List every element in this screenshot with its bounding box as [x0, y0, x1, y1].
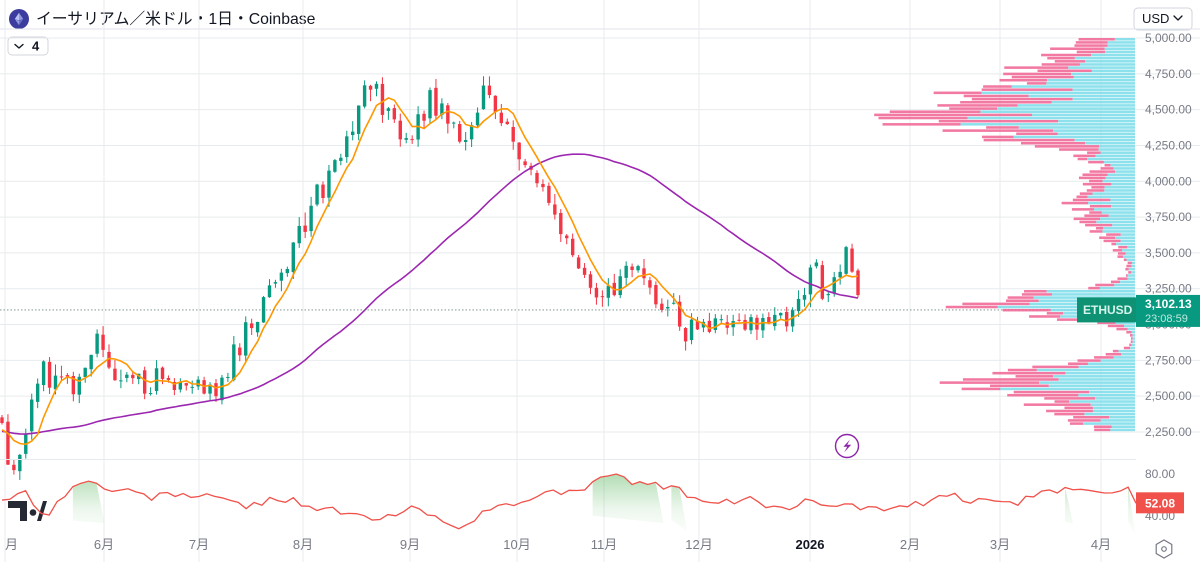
- svg-text:6月: 6月: [94, 537, 114, 552]
- svg-text:5,000.00: 5,000.00: [1145, 31, 1192, 45]
- svg-text:12月: 12月: [685, 537, 712, 552]
- svg-text:4月: 4月: [1091, 537, 1111, 552]
- svg-text:3月: 3月: [990, 537, 1010, 552]
- svg-text:イーサリアム／米ドル・1日・Coinbase: イーサリアム／米ドル・1日・Coinbase: [36, 10, 316, 28]
- svg-text:23:08:59: 23:08:59: [1145, 313, 1188, 325]
- svg-text:ETHUSD: ETHUSD: [1083, 303, 1133, 317]
- svg-text:80.00: 80.00: [1145, 467, 1175, 481]
- svg-text:4,250.00: 4,250.00: [1145, 138, 1192, 152]
- svg-text:3,250.00: 3,250.00: [1145, 282, 1192, 296]
- svg-text:2,500.00: 2,500.00: [1145, 389, 1192, 403]
- svg-text:10月: 10月: [503, 537, 530, 552]
- svg-text:2026: 2026: [796, 537, 825, 552]
- svg-text:2,750.00: 2,750.00: [1145, 353, 1192, 367]
- svg-text:52.08: 52.08: [1145, 496, 1175, 510]
- svg-text:4,750.00: 4,750.00: [1145, 67, 1192, 81]
- svg-text:3,500.00: 3,500.00: [1145, 246, 1192, 260]
- svg-text:8月: 8月: [293, 537, 313, 552]
- svg-text:2月: 2月: [900, 537, 920, 552]
- svg-text:2,250.00: 2,250.00: [1145, 425, 1192, 439]
- svg-text:月: 月: [5, 537, 18, 552]
- svg-text:4,500.00: 4,500.00: [1145, 103, 1192, 117]
- svg-text:USD: USD: [1142, 11, 1169, 26]
- svg-text:3,750.00: 3,750.00: [1145, 210, 1192, 224]
- svg-text:9月: 9月: [400, 537, 420, 552]
- svg-text:4: 4: [32, 39, 40, 54]
- svg-text:4,000.00: 4,000.00: [1145, 174, 1192, 188]
- svg-text:3,102.13: 3,102.13: [1145, 297, 1192, 311]
- svg-text:11月: 11月: [591, 537, 618, 552]
- svg-text:7月: 7月: [189, 537, 209, 552]
